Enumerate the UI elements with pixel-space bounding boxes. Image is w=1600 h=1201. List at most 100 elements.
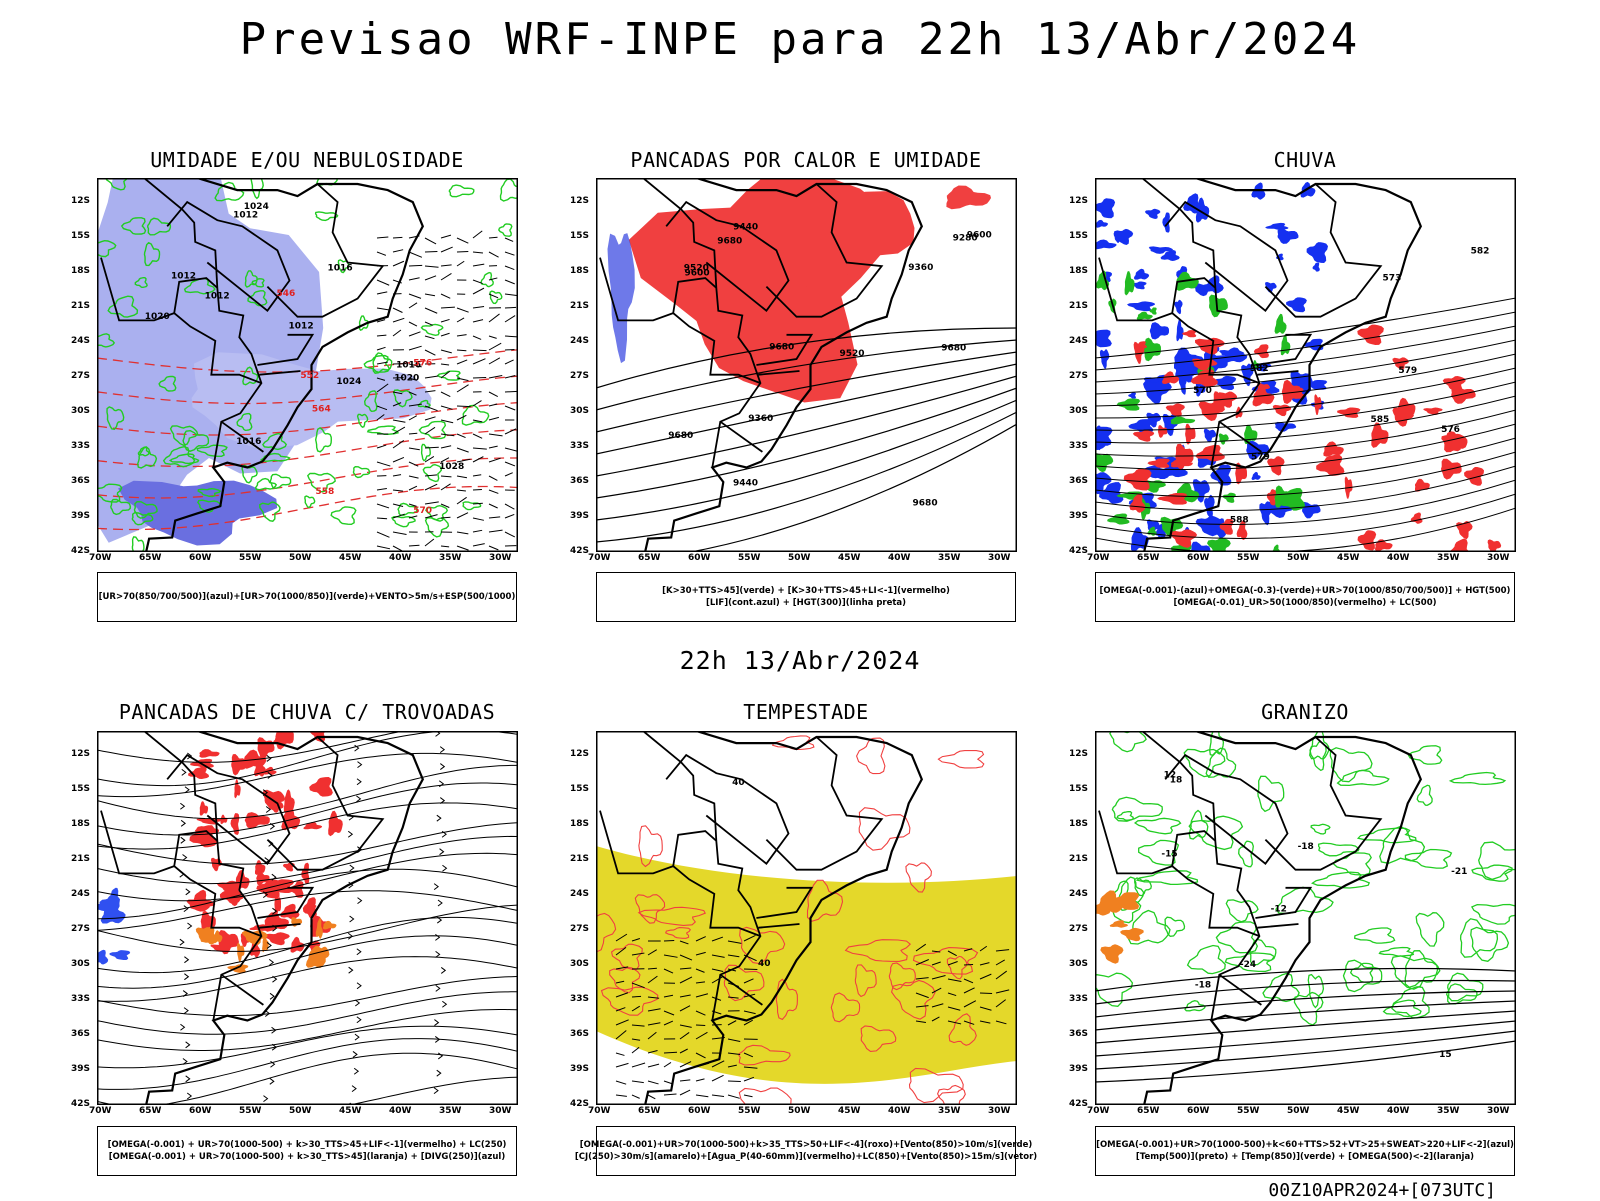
lat-tick-label: 42S [71, 546, 90, 556]
lat-tick-label: 42S [1069, 1099, 1088, 1109]
lat-tick-label: 42S [570, 546, 589, 556]
wind-vector [505, 307, 516, 308]
lat-tick-label: 12S [1069, 749, 1088, 759]
lon-tick-label: 55W [239, 553, 261, 563]
contour-label: 585 [1371, 415, 1390, 425]
lon-tick-label: 45W [339, 553, 361, 563]
lat-tick-label: 27S [570, 371, 589, 381]
contour-label: 40 [732, 778, 745, 788]
contour-label: 552 [300, 371, 319, 381]
lon-tick-label: 65W [638, 1106, 660, 1116]
legend-line: [OMEGA(-0.01)_UR>50(1000/850)(vermelho) … [1173, 597, 1436, 609]
lat-tick-label: 15S [570, 784, 589, 794]
contour-label: 1024 [244, 202, 269, 212]
lat-tick-label: 12S [71, 749, 90, 759]
lat-tick-label: 24S [71, 336, 90, 346]
lat-tick-label: 33S [1069, 441, 1088, 451]
lat-tick-label: 33S [570, 994, 589, 1004]
lon-tick-label: 35W [1437, 553, 1459, 563]
wind-vector [409, 265, 422, 266]
lon-tick-label: 65W [139, 553, 161, 563]
lon-tick-label: 50W [788, 553, 810, 563]
lat-tick-label: 12S [570, 749, 589, 759]
lon-tick-label: 55W [239, 1106, 261, 1116]
contour-label: 1024 [336, 377, 361, 387]
lat-tick-label: 18S [71, 819, 90, 829]
lon-tick-label: 70W [89, 1106, 111, 1116]
lon-tick-label: 70W [588, 553, 610, 563]
lat-tick-label: 15S [1069, 784, 1088, 794]
contour-label: 582 [1471, 246, 1490, 256]
wind-vector [473, 350, 487, 351]
lat-tick-label: 30S [570, 959, 589, 969]
legend-box: [OMEGA(-0.001) + UR>70(1000-500) + k>30_… [97, 1126, 517, 1176]
legend-box: [OMEGA(-0.001)+UR>70(1000-500)+k>35_TTS>… [596, 1126, 1016, 1176]
lon-tick-label: 70W [1087, 1106, 1109, 1116]
lat-tick-label: 24S [570, 889, 589, 899]
lon-tick-label: 40W [389, 1106, 411, 1116]
lon-tick-label: 60W [1187, 1106, 1209, 1116]
lon-tick-label: 35W [1437, 1106, 1459, 1116]
lon-tick-label: 45W [339, 1106, 361, 1116]
lat-tick-label: 27S [71, 371, 90, 381]
lon-tick-label: 40W [389, 553, 411, 563]
lat-tick-label: 42S [570, 1099, 589, 1109]
contour-label: 1020 [394, 373, 419, 383]
lon-tick-label: 50W [788, 1106, 810, 1116]
lat-tick-label: 21S [71, 854, 90, 864]
contour-label: 1016 [328, 263, 353, 273]
legend-line: [OMEGA(-0.001)-(azul)+OMEGA(-0.3)-(verde… [1100, 585, 1511, 597]
contour-label: -18 [1195, 980, 1211, 990]
lat-tick-label: 30S [71, 406, 90, 416]
contour-label: 1016 [236, 437, 261, 447]
legend-box: [OMEGA(-0.001)-(azul)+OMEGA(-0.3)-(verde… [1095, 572, 1515, 622]
legend-line: [CJ(250)>30m/s](amarelo)+[Agua_P(40-60mm… [575, 1151, 1037, 1163]
lon-tick-label: 45W [838, 553, 860, 563]
wind-vector [664, 940, 674, 941]
wind-vector [425, 251, 437, 252]
lon-tick-label: 40W [888, 553, 910, 563]
lat-tick-label: 30S [1069, 406, 1088, 416]
contour-label: -18 [1298, 842, 1314, 852]
lat-tick-label: 12S [570, 196, 589, 206]
lat-tick-label: 39S [570, 511, 589, 521]
lon-tick-label: 70W [1087, 553, 1109, 563]
legend-box: [K>30+TTS>45](verde) + [K>30+TTS>45+LI<-… [596, 572, 1016, 622]
lon-tick-label: 50W [289, 1106, 311, 1116]
main-title: Previsao WRF-INPE para 22h 13/Abr/2024 [0, 14, 1600, 65]
legend-line: [OMEGA(-0.001)+UR>70(1000-500)+k>35_TTS>… [580, 1139, 1033, 1151]
lon-tick-label: 50W [1287, 1106, 1309, 1116]
contour-label: 570 [413, 506, 432, 516]
lat-tick-label: 33S [71, 994, 90, 1004]
map-panel [97, 731, 518, 1105]
lat-tick-label: 36S [71, 1029, 90, 1039]
lon-tick-label: 60W [688, 553, 710, 563]
contour-label: 576 [1441, 425, 1460, 435]
contour-label: 9680 [913, 498, 938, 508]
contour-label: 1012 [205, 291, 230, 301]
lon-tick-label: 70W [89, 553, 111, 563]
lat-tick-label: 21S [570, 854, 589, 864]
contour-label: 9360 [908, 263, 933, 273]
lon-tick-label: 60W [1187, 553, 1209, 563]
contour-label: 18 [1170, 775, 1183, 785]
contour-label: -12 [1271, 904, 1287, 914]
lon-tick-label: 50W [1287, 553, 1309, 563]
contour-label: -21 [1451, 867, 1467, 877]
lon-tick-label: 65W [638, 553, 660, 563]
lat-tick-label: 39S [71, 511, 90, 521]
lat-tick-label: 24S [570, 336, 589, 346]
contour-label: 9520 [684, 264, 709, 274]
legend-line: [OMEGA(-0.001)+UR>70(1000-500)+k<60+TTS>… [1096, 1139, 1514, 1151]
lat-tick-label: 18S [1069, 819, 1088, 829]
legend-box: [UR>70(850/700/500)](azul)+[UR>70(1000/8… [97, 572, 517, 622]
contour-label: 9440 [733, 222, 758, 232]
wind-vector [425, 447, 439, 448]
lat-tick-label: 27S [570, 924, 589, 934]
contour-label: 582 [1250, 364, 1269, 374]
contour-label: 570 [1193, 386, 1212, 396]
lon-tick-label: 35W [938, 1106, 960, 1116]
